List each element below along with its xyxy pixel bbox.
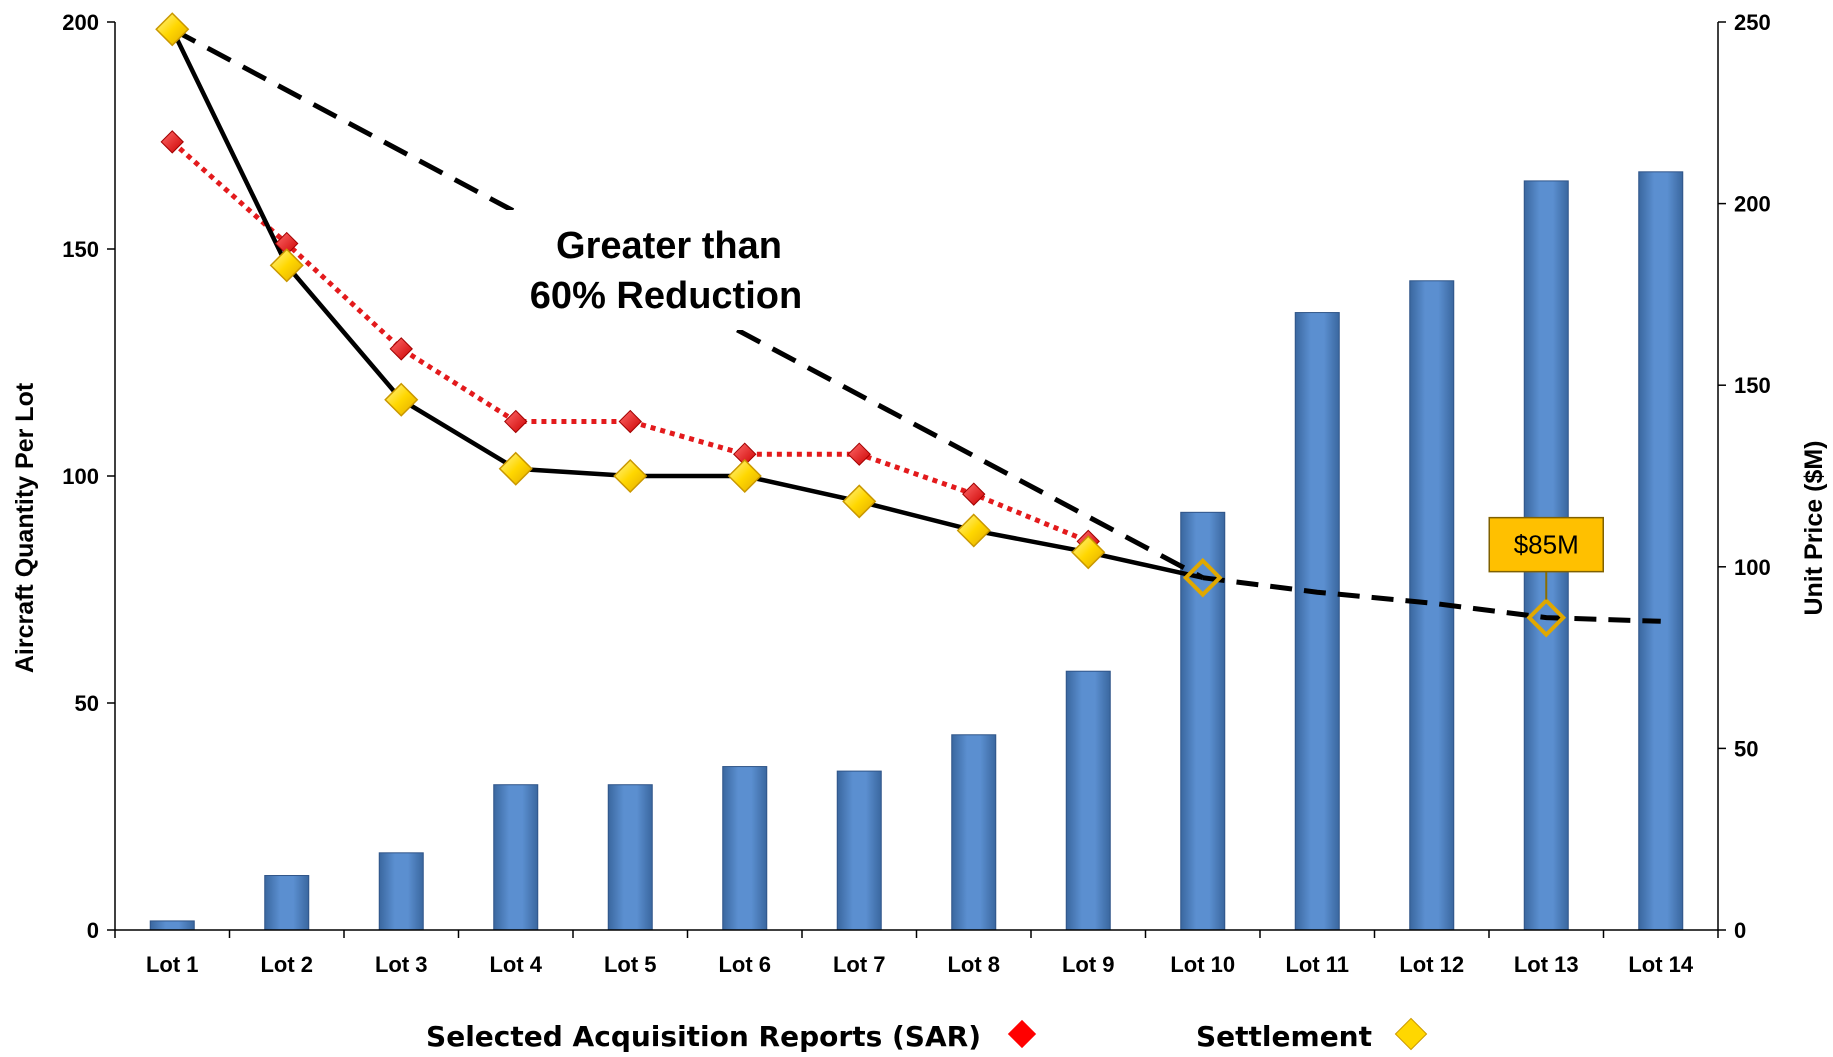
markers-layer (155, 12, 1567, 638)
legend-sar-label: Selected Acquisition Reports (SAR) (426, 1020, 981, 1053)
annotation-line-1: Greater than (556, 225, 782, 267)
settlement-point-lot-5 (613, 458, 648, 494)
sar-line (170, 139, 1090, 544)
sar-point-lot-7 (847, 442, 871, 466)
y-tick-label-150: 150 (62, 237, 99, 262)
bar-lot-1 (149, 920, 195, 931)
y2-tick-label-200: 200 (1734, 192, 1771, 217)
bar-lot-6 (722, 766, 768, 931)
x-tick-label-lot-6: Lot 6 (718, 952, 771, 977)
y-tick-label-200: 200 (62, 10, 99, 35)
projection-point-lot-13 (1526, 597, 1567, 638)
settlement-point-lot-9 (1071, 535, 1106, 570)
settlement-point-lot-4 (498, 451, 533, 486)
bar-lot-3 (378, 852, 424, 931)
projection-line (1202, 575, 1661, 624)
axes-layer: 0 50 100 150 200 0 50 100 150 200 250 Lot 1 Lot 2 Lot… (62, 10, 1770, 977)
y2-tick-label-0: 0 (1734, 918, 1746, 943)
x-tick-label-lot-3: Lot 3 (375, 952, 428, 977)
projection-point-lot-10 (1182, 557, 1223, 598)
bar-lot-7 (836, 770, 882, 931)
callout-label: $85M (1514, 530, 1579, 560)
settlement-point-lot-7 (842, 484, 877, 519)
sar-point-lot-8 (962, 482, 986, 506)
x-tick-label-lot-2: Lot 2 (260, 952, 313, 977)
settlement-point-lot-3 (384, 382, 419, 417)
callout-box (1488, 516, 1604, 573)
x-tick-label-lot-11: Lot 11 (1285, 952, 1349, 977)
legend-settlement-marker (1394, 1017, 1428, 1051)
settlement-point-lot-8 (956, 513, 991, 548)
y-tick-label-0: 0 (87, 918, 99, 943)
sar-point-lot-3 (389, 337, 413, 361)
bar-lot-8 (951, 734, 997, 931)
y2-axis-title: Unit Price ($M) (1800, 440, 1828, 615)
x-tick-label-lot-9: Lot 9 (1062, 952, 1115, 977)
y2-tick-label-100: 100 (1734, 555, 1771, 580)
x-tick-label-lot-1: Lot 1 (146, 952, 199, 977)
settlement-point-lot-1 (155, 12, 190, 47)
y2-tick-label-150: 150 (1734, 373, 1771, 398)
bar-lot-5 (607, 784, 653, 931)
bar-lot-14 (1638, 171, 1684, 931)
y-tick-label-100: 100 (62, 464, 99, 489)
sar-point-lot-5 (618, 409, 642, 434)
settlement-point-lot-6 (727, 458, 762, 494)
x-tick-label-lot-14: Lot 14 (1628, 952, 1694, 977)
bar-lot-9 (1065, 670, 1111, 931)
price-callout: $85M (1488, 516, 1604, 600)
x-tick-label-lot-12: Lot 12 (1399, 952, 1464, 977)
settlement-point-lot-2 (269, 248, 304, 283)
y-tick-label-50: 50 (75, 691, 99, 716)
y2-tick-label-50: 50 (1734, 736, 1758, 761)
bars-layer (149, 171, 1684, 931)
bar-lot-4 (493, 784, 539, 931)
sar-point-lot-4 (504, 409, 528, 434)
reduction-annotation: Greater than 60% Reduction (505, 210, 835, 330)
x-tick-label-lot-4: Lot 4 (489, 952, 542, 977)
legend-settlement-label: Settlement (1196, 1020, 1372, 1053)
x-tick-label-lot-10: Lot 10 (1170, 952, 1235, 977)
legend: Selected Acquisition Reports (SAR) Settl… (426, 1017, 1428, 1053)
x-tick-label-lot-5: Lot 5 (604, 952, 657, 977)
annotation-line-2: 60% Reduction (530, 275, 802, 317)
legend-sar-marker (1007, 1019, 1037, 1049)
sar-point-lot-1 (160, 130, 184, 154)
y2-tick-label-250: 250 (1734, 10, 1771, 35)
x-tick-label-lot-8: Lot 8 (947, 952, 1000, 977)
annotation-background (505, 210, 835, 330)
x-tick-label-lot-13: Lot 13 (1514, 952, 1579, 977)
y-axis-title: Aircraft Quantity Per Lot (11, 382, 39, 673)
x-tick-label-lot-7: Lot 7 (833, 952, 886, 977)
bar-lot-11 (1294, 312, 1340, 931)
bar-lot-2 (264, 875, 310, 931)
settlement-line (170, 28, 1204, 580)
